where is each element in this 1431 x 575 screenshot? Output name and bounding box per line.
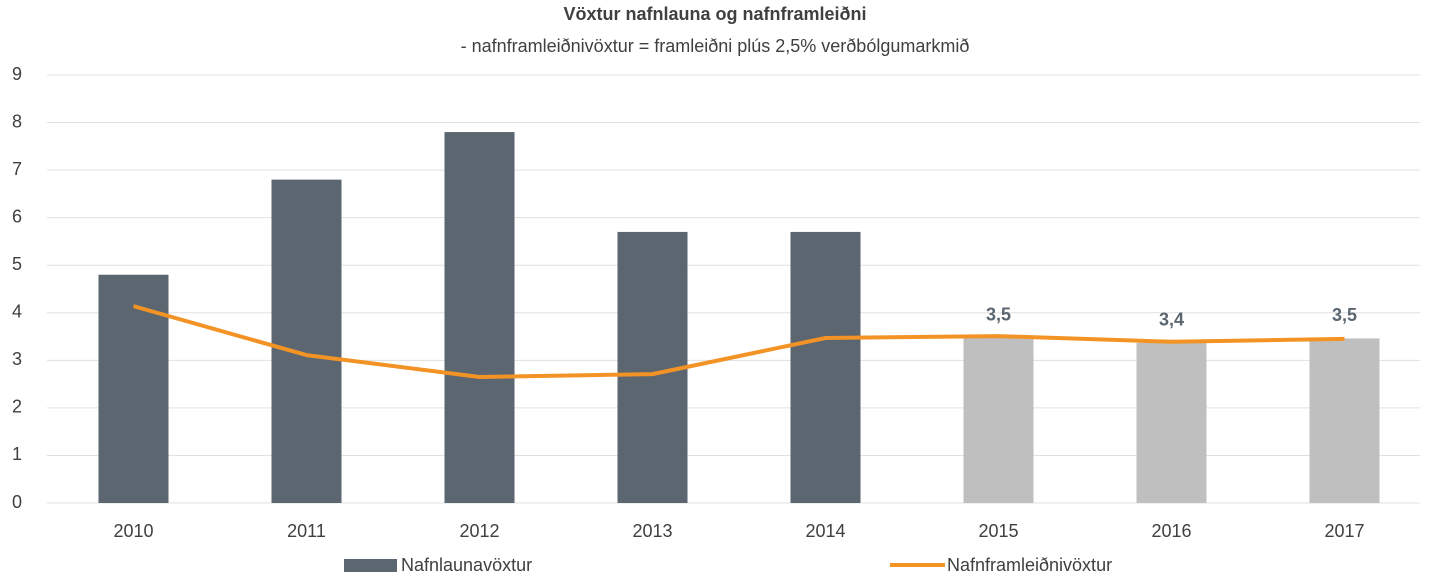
chart-subtitle: - nafnframleiðnivöxtur = framleiðni plús… bbox=[461, 36, 970, 56]
chart-title: Vöxtur nafnlauna og nafnframleiðni bbox=[563, 4, 866, 24]
y-tick-label: 7 bbox=[12, 159, 22, 179]
x-tick-label: 2014 bbox=[805, 521, 845, 541]
data-label: 3,4 bbox=[1159, 309, 1184, 329]
x-tick-label: 2016 bbox=[1151, 521, 1191, 541]
legend-label: Nafnlaunavöxtur bbox=[401, 555, 532, 575]
data-label: 3,5 bbox=[1332, 305, 1357, 325]
y-tick-label: 0 bbox=[12, 492, 22, 512]
x-tick-label: 2017 bbox=[1324, 521, 1364, 541]
data-label: 3,5 bbox=[986, 305, 1011, 325]
y-tick-label: 6 bbox=[12, 206, 22, 226]
bar bbox=[963, 337, 1034, 503]
bar bbox=[271, 179, 342, 503]
x-tick-label: 2012 bbox=[459, 521, 499, 541]
line bbox=[132, 304, 1345, 379]
x-tick-label: 2011 bbox=[287, 521, 326, 541]
y-tick-label: 3 bbox=[12, 349, 22, 369]
y-tick-label: 4 bbox=[12, 302, 22, 322]
y-tick-label: 8 bbox=[12, 111, 22, 131]
bar bbox=[444, 132, 515, 504]
y-tick-label: 2 bbox=[12, 397, 22, 417]
x-tick-label: 2010 bbox=[113, 521, 153, 541]
bar bbox=[790, 231, 861, 503]
legend-swatch bbox=[344, 559, 397, 572]
x-tick-label: 2013 bbox=[632, 521, 672, 541]
bar bbox=[98, 274, 169, 503]
legend-label: Nafnframleiðnivöxtur bbox=[947, 555, 1112, 575]
x-tick-label: 2015 bbox=[978, 521, 1018, 541]
y-tick-label: 1 bbox=[12, 444, 22, 464]
bar bbox=[1309, 338, 1380, 503]
y-tick-label: 5 bbox=[12, 254, 22, 274]
bar bbox=[1136, 342, 1207, 503]
y-tick-label: 9 bbox=[12, 64, 22, 84]
